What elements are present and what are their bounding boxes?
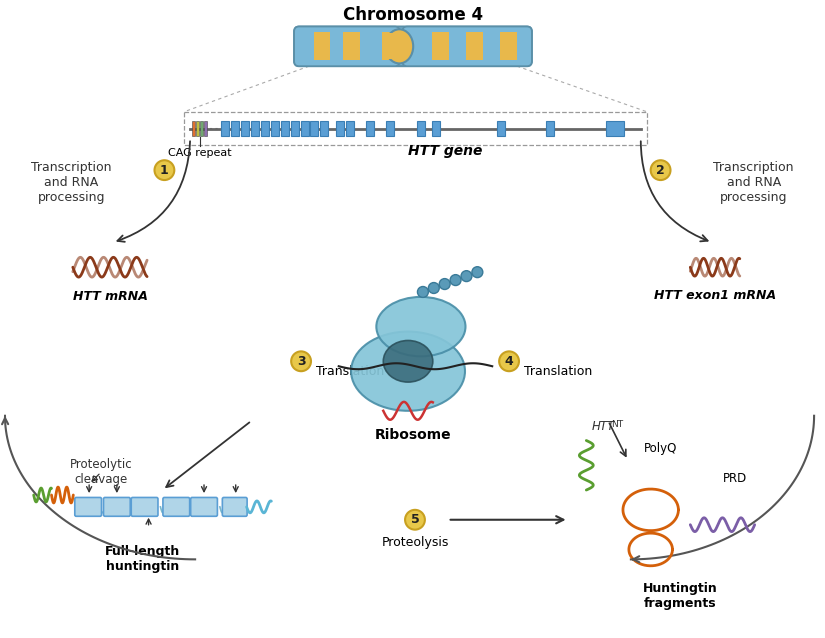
FancyBboxPatch shape xyxy=(501,33,517,60)
Text: 1: 1 xyxy=(160,164,169,177)
Circle shape xyxy=(651,160,671,180)
Text: Proteolytic
cleavage: Proteolytic cleavage xyxy=(70,458,132,486)
Text: 4: 4 xyxy=(505,355,513,367)
FancyBboxPatch shape xyxy=(196,121,199,137)
FancyBboxPatch shape xyxy=(314,33,330,59)
FancyBboxPatch shape xyxy=(343,33,360,60)
FancyBboxPatch shape xyxy=(497,121,505,136)
Text: PRD: PRD xyxy=(723,472,747,485)
FancyBboxPatch shape xyxy=(163,498,190,516)
Circle shape xyxy=(450,274,461,286)
FancyBboxPatch shape xyxy=(223,498,248,516)
Text: Proteolysis: Proteolysis xyxy=(381,535,449,549)
FancyBboxPatch shape xyxy=(366,121,374,136)
Text: Huntingtin
fragments: Huntingtin fragments xyxy=(643,582,718,610)
FancyArrowPatch shape xyxy=(117,141,190,242)
Ellipse shape xyxy=(351,332,465,411)
Circle shape xyxy=(405,510,425,530)
Text: 3: 3 xyxy=(297,355,305,367)
Circle shape xyxy=(291,352,311,371)
Text: Transcription
and RNA
processing: Transcription and RNA processing xyxy=(714,161,794,204)
Text: HTT gene: HTT gene xyxy=(408,144,483,158)
Circle shape xyxy=(417,286,428,297)
Text: Chromosome 4: Chromosome 4 xyxy=(343,6,483,24)
Text: Full-length
huntingtin: Full-length huntingtin xyxy=(105,545,180,574)
FancyBboxPatch shape xyxy=(382,33,398,59)
FancyBboxPatch shape xyxy=(204,121,207,137)
FancyBboxPatch shape xyxy=(314,33,330,60)
FancyBboxPatch shape xyxy=(300,121,309,136)
FancyBboxPatch shape xyxy=(280,121,289,136)
Text: HTT: HTT xyxy=(592,420,615,433)
FancyBboxPatch shape xyxy=(417,121,426,136)
FancyBboxPatch shape xyxy=(290,121,299,136)
Text: Ribosome: Ribosome xyxy=(375,427,451,441)
Circle shape xyxy=(154,160,174,180)
Circle shape xyxy=(461,271,472,281)
FancyBboxPatch shape xyxy=(501,33,517,59)
FancyBboxPatch shape xyxy=(221,121,229,136)
Circle shape xyxy=(428,283,439,293)
FancyBboxPatch shape xyxy=(343,33,360,59)
Circle shape xyxy=(499,352,519,371)
Text: Translation: Translation xyxy=(316,365,384,378)
FancyBboxPatch shape xyxy=(320,121,328,136)
Text: NT: NT xyxy=(611,420,623,429)
FancyArrowPatch shape xyxy=(641,141,708,241)
FancyBboxPatch shape xyxy=(200,121,203,137)
FancyBboxPatch shape xyxy=(337,121,344,136)
Circle shape xyxy=(439,279,450,290)
FancyBboxPatch shape xyxy=(241,121,249,136)
Text: 2: 2 xyxy=(656,164,665,177)
Text: HTT exon1 mRNA: HTT exon1 mRNA xyxy=(654,289,776,302)
Text: Translation: Translation xyxy=(524,365,592,378)
Ellipse shape xyxy=(376,297,465,357)
FancyBboxPatch shape xyxy=(432,33,449,59)
FancyBboxPatch shape xyxy=(295,27,532,66)
Text: 5: 5 xyxy=(411,513,419,526)
Text: HTT mRNA: HTT mRNA xyxy=(73,290,148,303)
FancyBboxPatch shape xyxy=(606,121,625,136)
FancyBboxPatch shape xyxy=(75,498,101,516)
FancyBboxPatch shape xyxy=(310,121,318,136)
Circle shape xyxy=(472,267,483,278)
FancyBboxPatch shape xyxy=(466,33,483,59)
FancyBboxPatch shape xyxy=(432,121,441,136)
FancyBboxPatch shape xyxy=(386,121,394,136)
FancyBboxPatch shape xyxy=(295,27,400,66)
FancyBboxPatch shape xyxy=(191,498,218,516)
FancyBboxPatch shape xyxy=(382,33,398,60)
Ellipse shape xyxy=(385,29,413,63)
FancyBboxPatch shape xyxy=(192,121,196,137)
FancyBboxPatch shape xyxy=(261,121,269,136)
Text: Transcription
and RNA
processing: Transcription and RNA processing xyxy=(31,161,111,204)
FancyBboxPatch shape xyxy=(271,121,279,136)
FancyBboxPatch shape xyxy=(432,33,449,60)
FancyBboxPatch shape xyxy=(346,121,354,136)
FancyArrowPatch shape xyxy=(166,422,249,487)
Ellipse shape xyxy=(384,341,433,382)
FancyBboxPatch shape xyxy=(131,498,158,516)
FancyBboxPatch shape xyxy=(403,27,532,66)
FancyBboxPatch shape xyxy=(103,498,130,516)
Text: CAG repeat: CAG repeat xyxy=(168,149,232,158)
Text: PolyQ: PolyQ xyxy=(644,442,677,456)
FancyBboxPatch shape xyxy=(546,121,554,136)
FancyBboxPatch shape xyxy=(251,121,259,136)
FancyBboxPatch shape xyxy=(231,121,239,136)
FancyBboxPatch shape xyxy=(466,33,483,60)
